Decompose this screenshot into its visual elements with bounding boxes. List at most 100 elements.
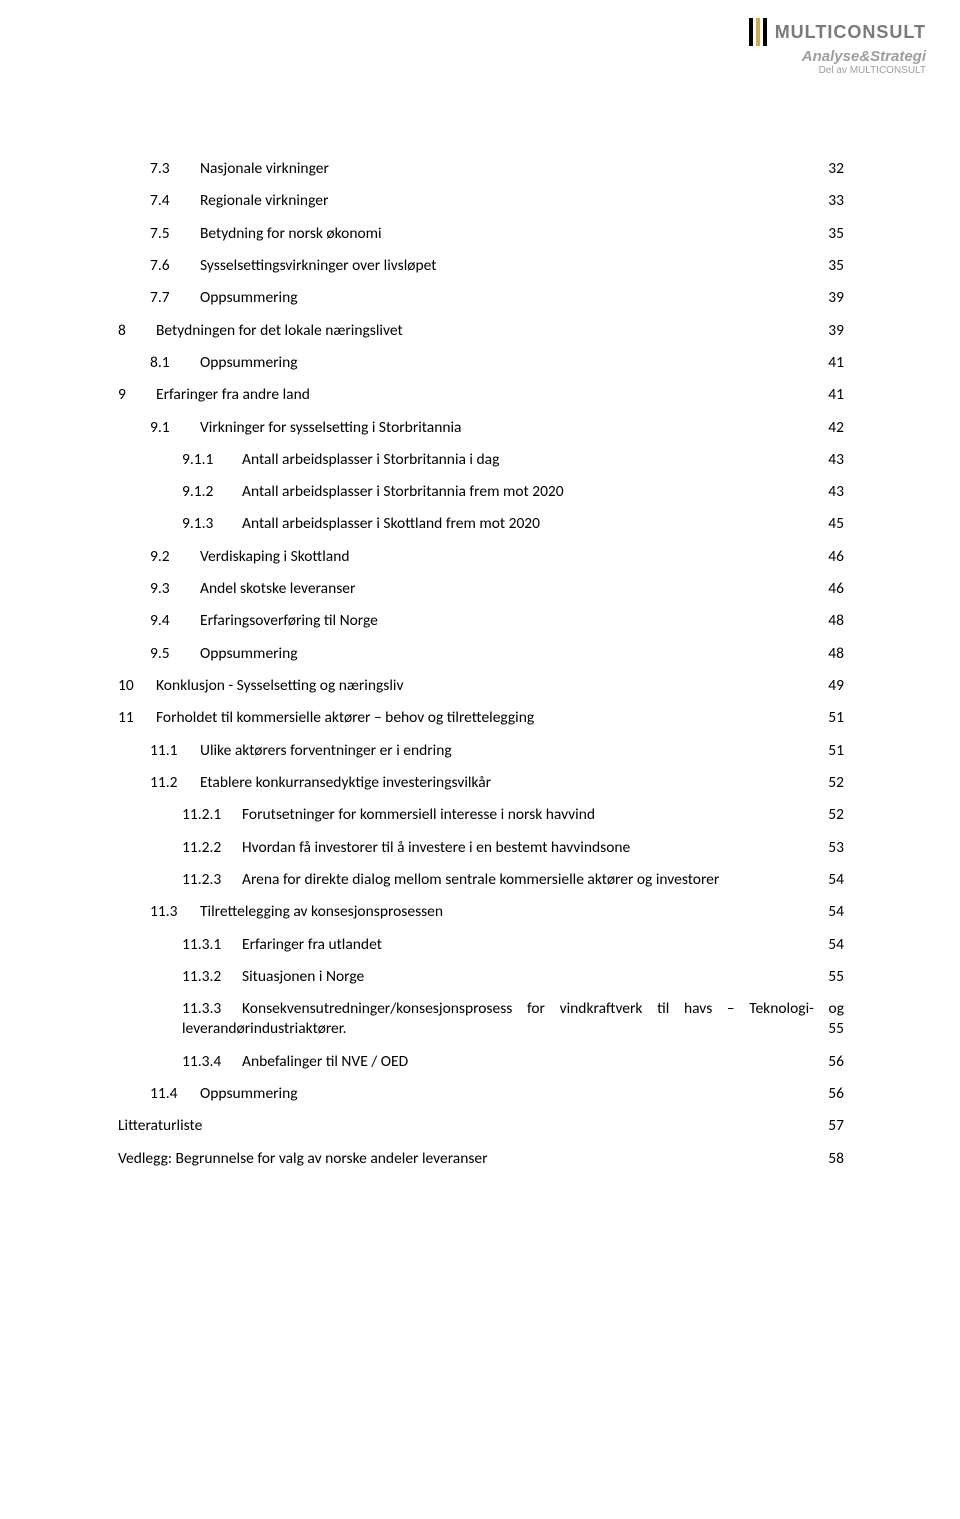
toc-entry-label: Litteraturliste bbox=[118, 1117, 202, 1135]
toc-entry[interactable]: 9Erfaringer fra andre land41 bbox=[118, 386, 844, 404]
toc-entry-label: Oppsummering bbox=[200, 289, 298, 307]
toc-entry-label: Hvordan få investorer til å investere i … bbox=[242, 839, 630, 857]
toc-entry[interactable]: 9.2Verdiskaping i Skottland46 bbox=[118, 548, 844, 566]
toc-entry-label: Oppsummering bbox=[200, 645, 298, 663]
toc-entry-label: Virkninger for sysselsetting i Storbrita… bbox=[200, 419, 461, 437]
toc-entry-page: 43 bbox=[828, 483, 844, 501]
toc-entry[interactable]: 11.3.1Erfaringer fra utlandet54 bbox=[118, 936, 844, 954]
toc-entry-number: 7.4 bbox=[150, 192, 194, 210]
toc-entry-number: 9.1.1 bbox=[182, 451, 236, 469]
toc-entry[interactable]: 7.4Regionale virkninger33 bbox=[118, 192, 844, 210]
toc-entry[interactable]: 7.6 Sysselsettingsvirkninger over livsløp… bbox=[118, 257, 844, 275]
toc-entry[interactable]: 11.2.1Forutsetninger for kommersiell int… bbox=[118, 806, 844, 824]
toc-entry[interactable]: Litteraturliste 57 bbox=[118, 1117, 844, 1135]
toc-entry-page: 39 bbox=[828, 289, 844, 307]
toc-entry[interactable]: 11.2.2 Hvordan få investorer til å invest… bbox=[118, 839, 844, 857]
toc-entry[interactable]: 11.2Etablere konkurransedyktige invester… bbox=[118, 774, 844, 792]
toc-entry[interactable]: 11.3Tilrettelegging av konsesjonsprosess… bbox=[118, 903, 844, 921]
toc-entry-page: 55 bbox=[828, 1020, 844, 1038]
toc-entry[interactable]: 9.5 Oppsummering 48 bbox=[118, 645, 844, 663]
toc-entry-page: 54 bbox=[828, 871, 844, 889]
toc-entry-number: 11 bbox=[118, 709, 150, 727]
toc-entry[interactable]: 8Betydningen for det lokale næringslivet… bbox=[118, 322, 844, 340]
toc-entry[interactable]: 7.5Betydning for norsk økonomi35 bbox=[118, 225, 844, 243]
toc-entry[interactable]: 11Forholdet til kommersielle aktører – b… bbox=[118, 709, 844, 727]
toc-entry[interactable]: 7.3 Nasjonale virkninger 32 bbox=[118, 160, 844, 178]
toc-entry-page: 54 bbox=[828, 903, 844, 921]
toc-entry-number: 9.4 bbox=[150, 612, 194, 630]
toc-entry[interactable]: 11.1 Ulike aktørers forventninger er i en… bbox=[118, 742, 844, 760]
toc-entry[interactable]: Vedlegg: Begrunnelse for valg av norske … bbox=[118, 1150, 844, 1168]
toc-entry[interactable]: 10Konklusjon - Sysselsetting og næringsl… bbox=[118, 677, 844, 695]
toc-entry-page: 35 bbox=[828, 257, 844, 275]
toc-entry-label: Nasjonale virkninger bbox=[200, 160, 329, 178]
toc-entry-label: Arena for direkte dialog mellom sentrale… bbox=[242, 871, 719, 889]
toc-entry-page: 55 bbox=[828, 968, 844, 986]
toc-entry-label: Oppsummering bbox=[200, 354, 298, 372]
toc-entry-page: 56 bbox=[828, 1053, 844, 1071]
toc-entry[interactable]: 9.1.2Antall arbeidsplasser i Storbritann… bbox=[118, 483, 844, 501]
toc-entry-label: Tilrettelegging av konsesjonsprosessen bbox=[200, 903, 443, 921]
toc-entry[interactable]: 9.1.3Antall arbeidsplasser i Skottland f… bbox=[118, 515, 844, 533]
toc-entry[interactable]: 11.2.3Arena for direkte dialog mellom se… bbox=[118, 871, 844, 889]
toc-entry-number: 11.3.4 bbox=[182, 1053, 236, 1071]
toc-entry-label: Betydning for norsk økonomi bbox=[200, 225, 382, 243]
toc-entry-label: Erfaringsoverføring til Norge bbox=[200, 612, 378, 630]
toc-entry-label: Antall arbeidsplasser i Skottland frem m… bbox=[242, 515, 540, 533]
toc-entry-number: 7.3 bbox=[150, 160, 194, 178]
toc-entry[interactable]: 9.3 Andel skotske leveranser 46 bbox=[118, 580, 844, 598]
toc-entry-label: Konklusjon - Sysselsetting og næringsliv bbox=[156, 677, 403, 695]
toc-entry-label: Konsekvensutredninger/konsesjonsprosess … bbox=[242, 1000, 844, 1018]
toc-entry[interactable]: 9.1.1 Antall arbeidsplasser i Storbritann… bbox=[118, 451, 844, 469]
toc-entry-page: 51 bbox=[828, 742, 844, 760]
toc-entry[interactable]: 11.4 Oppsummering 56 bbox=[118, 1085, 844, 1103]
toc-entry[interactable]: 11.3.2Situasjonen i Norge55 bbox=[118, 968, 844, 986]
toc-entry[interactable]: leverandørindustriaktører. 55 bbox=[118, 1020, 844, 1038]
logo-subtitle: Analyse&Strategi bbox=[749, 48, 926, 65]
toc-entry-label: Oppsummering bbox=[200, 1085, 298, 1103]
toc-entry-page: 46 bbox=[828, 548, 844, 566]
toc-entry-number: 8.1 bbox=[150, 354, 194, 372]
header-logo: MULTICONSULT Analyse&Strategi Del av MUL… bbox=[749, 18, 926, 76]
toc-entry-label: leverandørindustriaktører. bbox=[182, 1020, 347, 1038]
toc-entry-label: Ulike aktørers forventninger er i endrin… bbox=[200, 742, 452, 760]
toc-entry-page: 32 bbox=[828, 160, 844, 178]
toc-entry[interactable]: 8.1 Oppsummering 41 bbox=[118, 354, 844, 372]
toc-entry-page: 56 bbox=[828, 1085, 844, 1103]
toc-entry-number: 7.6 bbox=[150, 257, 194, 275]
toc-entry-page: 42 bbox=[828, 419, 844, 437]
toc-entry[interactable]: 11.3.3 Konsekvensutredninger/konsesjonspr… bbox=[118, 1000, 844, 1018]
toc-entry-page: 51 bbox=[828, 709, 844, 727]
toc-entry-label: Andel skotske leveranser bbox=[200, 580, 355, 598]
toc-entry-label: Sysselsettingsvirkninger over livsløpet bbox=[200, 257, 436, 275]
toc-entry-page: 43 bbox=[828, 451, 844, 469]
logo-bars-icon bbox=[749, 18, 767, 46]
toc-entry[interactable]: 9.4Erfaringsoverføring til Norge48 bbox=[118, 612, 844, 630]
toc-entry-number: 9.5 bbox=[150, 645, 194, 663]
toc-entry-page: 46 bbox=[828, 580, 844, 598]
toc-entry-number: 9.3 bbox=[150, 580, 194, 598]
toc-entry[interactable]: 9.1Virkninger for sysselsetting i Storbr… bbox=[118, 419, 844, 437]
toc-entry-label: Forutsetninger for kommersiell interesse… bbox=[242, 806, 595, 824]
toc-entry-page: 53 bbox=[828, 839, 844, 857]
toc-entry-label: Antall arbeidsplasser i Storbritannia i … bbox=[242, 451, 499, 469]
toc-entry-number: 11.4 bbox=[150, 1085, 194, 1103]
toc-entry-label: Erfaringer fra andre land bbox=[156, 386, 310, 404]
toc-entry-label: Regionale virkninger bbox=[200, 192, 328, 210]
toc-entry-number: 11.1 bbox=[150, 742, 194, 760]
toc-entry-number: 11.3.3 bbox=[182, 1000, 236, 1018]
toc-entry-page: 52 bbox=[828, 774, 844, 792]
toc-entry[interactable]: 11.3.4 Anbefalinger til NVE / OED 56 bbox=[118, 1053, 844, 1071]
toc-entry-number: 9 bbox=[118, 386, 150, 404]
toc-entry-label: Anbefalinger til NVE / OED bbox=[242, 1053, 408, 1071]
toc-entry-page: 41 bbox=[828, 354, 844, 372]
toc-entry-label: Erfaringer fra utlandet bbox=[242, 936, 382, 954]
toc-entry-number: 11.2.2 bbox=[182, 839, 236, 857]
toc-entry[interactable]: 7.7Oppsummering39 bbox=[118, 289, 844, 307]
table-of-contents: 7.3 Nasjonale virkninger 32 7.4 Regionale vi… bbox=[118, 160, 844, 1182]
toc-entry-page: 54 bbox=[828, 936, 844, 954]
toc-entry-page: 58 bbox=[828, 1150, 844, 1168]
toc-entry-page: 48 bbox=[828, 645, 844, 663]
toc-entry-number: 7.5 bbox=[150, 225, 194, 243]
toc-entry-page: 57 bbox=[828, 1117, 844, 1135]
